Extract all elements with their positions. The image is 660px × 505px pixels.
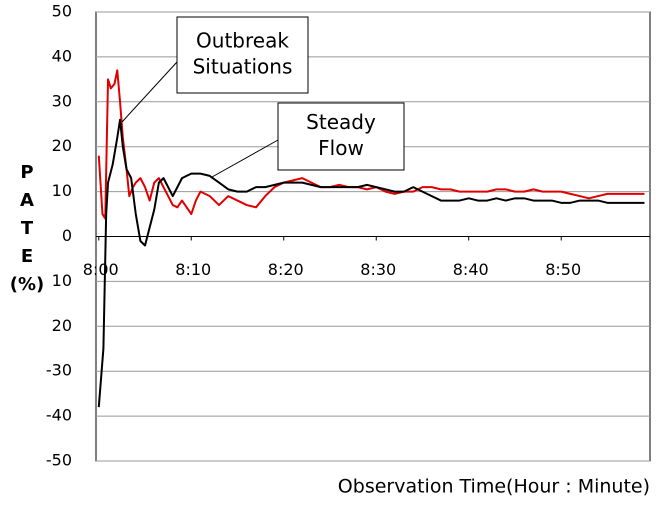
y-tick-label: 30 [52,91,72,110]
series-line [97,69,645,220]
y-axis-label: E [21,246,33,267]
y-tick-label: 50 [52,2,72,21]
x-tick-label: 8:20 [268,260,304,279]
x-tick-label: 8:00 [83,260,119,279]
annotation-box [176,16,309,94]
annotation-box [277,102,405,171]
annotation-text: Steady [306,110,376,134]
y-tick-label: 20 [52,316,72,335]
y-tick-label: -30 [46,361,72,380]
y-axis-label: T [21,218,34,239]
y-tick-label: 40 [52,46,72,65]
x-tick-label: 8:30 [360,260,396,279]
y-tick-label: 0 [62,226,72,245]
annotation-text: Flow [318,136,364,160]
y-tick-label: 10 [52,271,72,290]
callout-line [121,61,178,123]
y-axis-label: A [20,190,34,211]
x-axis-label: Observation Time(Hour : Minute) [338,476,650,498]
callout-line [211,139,279,178]
annotation-text: Outbreak [196,29,289,53]
x-tick-label: 8:10 [175,260,211,279]
y-axis-label: P [20,162,33,183]
series-line [97,118,645,408]
y-tick-label: -50 [46,451,72,470]
y-tick-label: 10 [52,181,72,200]
y-tick-label: -40 [46,406,72,425]
x-tick-label: 8:50 [545,260,581,279]
annotation-text: Situations [193,55,293,79]
y-axis-label: (%) [10,274,45,295]
y-tick-label: 20 [52,136,72,155]
x-tick-label: 8:40 [453,260,489,279]
